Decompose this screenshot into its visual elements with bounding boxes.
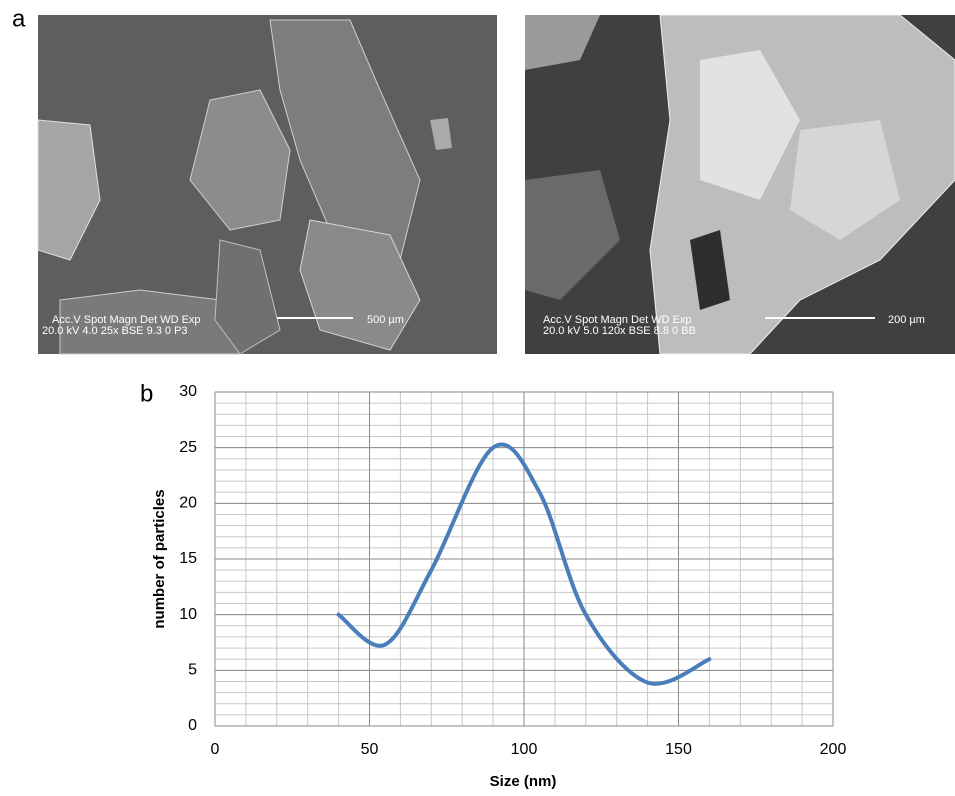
sem-info: Acc.V Spot Magn Det WD Exp — [52, 314, 201, 326]
particle — [790, 120, 900, 240]
panel-label: b — [140, 380, 153, 407]
particle — [525, 170, 620, 300]
particle — [37, 119, 101, 261]
particle — [525, 15, 600, 70]
sem-image: Acc.V Spot Magn Det WD Exp 20.0 kV 5.0 1… — [525, 14, 955, 355]
y-tick-label: 0 — [188, 717, 197, 734]
panel-label: a — [12, 5, 26, 32]
scale-label: 200 µm — [888, 314, 925, 326]
y-tick-label: 10 — [179, 606, 197, 623]
y-tick-label: 15 — [179, 550, 197, 567]
sem-image: Acc.V Spot Magn Det WD Exp 20.0 kV 4.0 2… — [37, 15, 497, 355]
x-tick-label: 0 — [211, 741, 220, 758]
x-axis-label: Size (nm) — [490, 773, 557, 790]
x-tick-label: 200 — [820, 741, 847, 758]
x-tick-label: 100 — [511, 741, 538, 758]
data-line — [336, 442, 712, 686]
particle — [690, 230, 730, 310]
y-tick-label: 30 — [179, 383, 197, 400]
y-axis-label: number of particles — [151, 489, 168, 628]
particle — [189, 89, 291, 231]
sem-info: 20.0 kV 4.0 25x BSE 9.3 0 P3 — [42, 325, 188, 337]
x-tick-label: 50 — [361, 741, 379, 758]
y-tick-label: 20 — [179, 495, 197, 512]
particle — [214, 239, 281, 355]
scale-label: 500 µm — [367, 314, 404, 326]
particle — [700, 50, 800, 200]
particle — [430, 118, 452, 150]
x-tick-label: 150 — [665, 741, 692, 758]
sem-info: 20.0 kV 5.0 120x BSE 8.8 0 BB — [543, 325, 696, 337]
y-tick-label: 25 — [179, 439, 197, 456]
sem-info: Acc.V Spot Magn Det WD Exp — [543, 314, 692, 326]
y-tick-label: 5 — [188, 662, 197, 679]
